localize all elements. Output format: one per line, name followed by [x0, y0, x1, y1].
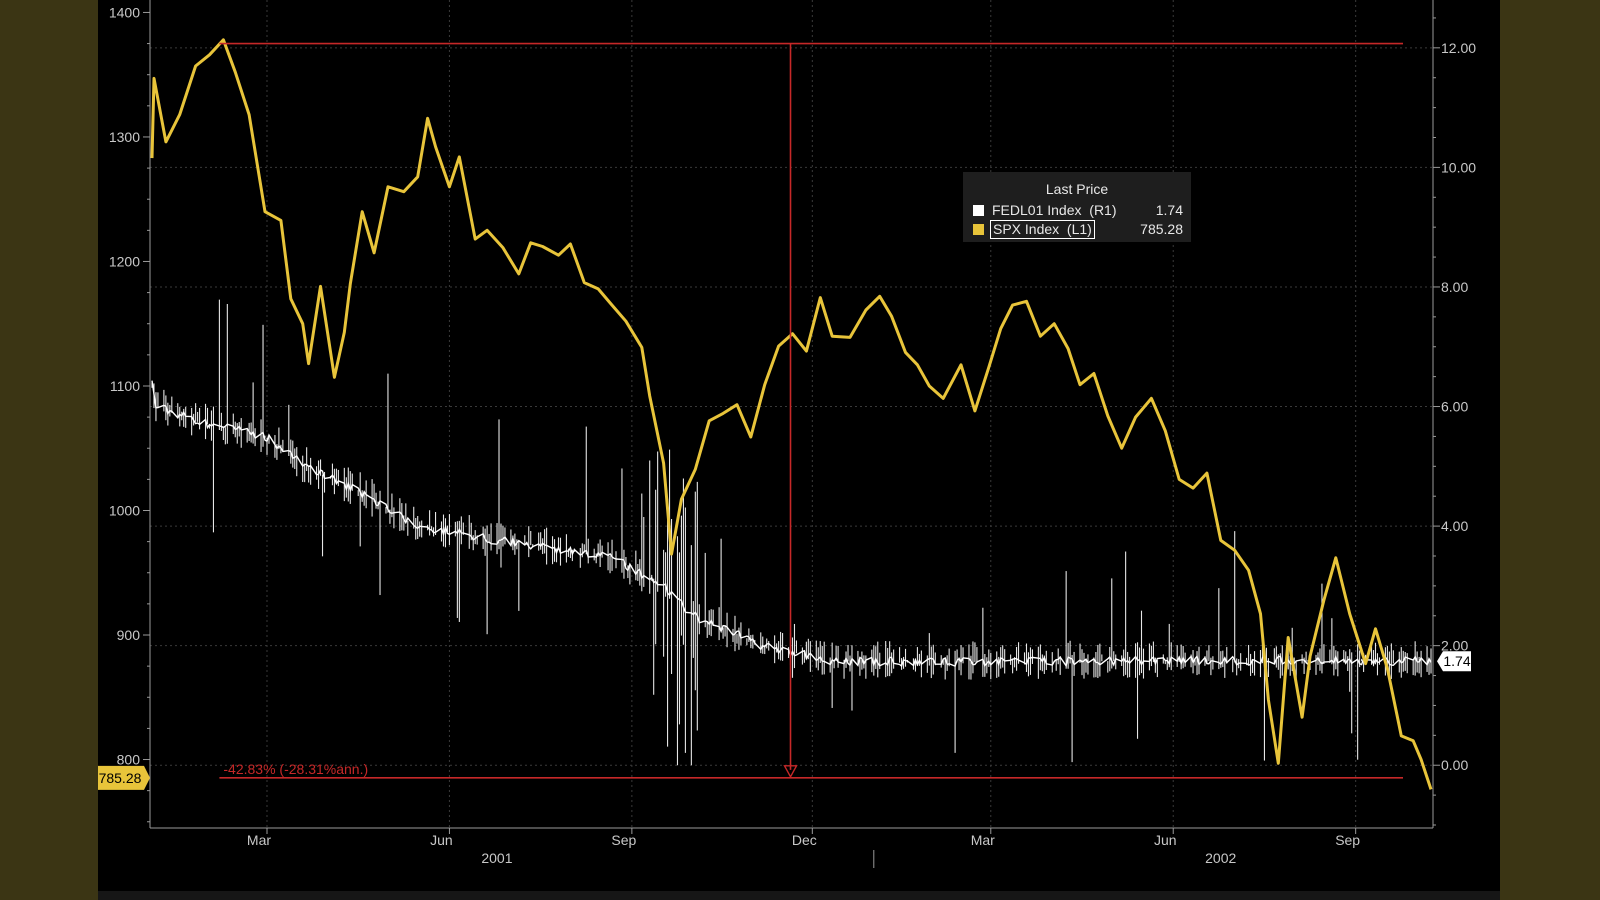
legend-entry-fedl01: FEDL01 Index (R1) 1.74	[973, 201, 1183, 220]
legend-title: Last Price	[1045, 181, 1109, 197]
right-axis-tick-label: 12.00	[1441, 40, 1476, 56]
drawdown-arrow-icon	[783, 765, 798, 779]
x-axis-month-label: Jun	[1154, 832, 1177, 848]
fedl01-last-value-tag: 1.74	[1437, 651, 1471, 672]
legend-series-name: SPX Index (L1)	[990, 220, 1095, 239]
legend-entry-spx: SPX Index (L1) 785.28	[973, 220, 1183, 239]
chart-frame: -42.83% (-28.31%ann.) 800 900 1000 1100 1200…	[98, 0, 1500, 900]
spx-last-value-tag: 785.28	[98, 765, 150, 790]
left-axis-tick-label: 1400	[109, 4, 140, 20]
legend-swatch-spx	[973, 224, 984, 235]
left-axis-tick-label: 900	[117, 627, 141, 643]
right-axis-tick-label: 2.00	[1441, 638, 1468, 654]
x-axis-year-label: 2002	[1205, 850, 1236, 866]
legend-swatch-fedl01	[973, 205, 984, 216]
x-axis-year-label: 2001	[481, 850, 512, 866]
left-axis-tick-label: 800	[117, 752, 141, 768]
fedl01-daily-spikes	[151, 299, 1432, 766]
fedl01-line	[151, 380, 1432, 668]
bottom-strip	[98, 891, 1500, 900]
legend-series-value: 785.28	[1140, 221, 1183, 237]
spx-line	[150, 38, 1433, 790]
spx-last-value-tag-text: 785.28	[99, 770, 142, 786]
drawdown-label: -42.83% (-28.31%ann.)	[223, 761, 368, 777]
x-axis-month-label: Sep	[611, 832, 636, 848]
fedl01-last-value-tag-shape	[1437, 651, 1471, 672]
right-axis-tick-label: 8.00	[1441, 279, 1468, 295]
spx-last-value-tag-shape	[98, 765, 150, 790]
legend: Last Price FEDL01 Index (R1) 1.74 SPX In…	[963, 172, 1191, 242]
x-axis-month-label: Mar	[971, 832, 995, 848]
right-axis-tick-label: 0.00	[1441, 757, 1468, 773]
left-axis-tick-label: 1200	[109, 253, 140, 269]
fedl01-last-value-tag-text: 1.74	[1443, 653, 1470, 669]
chart-canvas: -42.83% (-28.31%ann.) 800 900 1000 1100 1200…	[98, 0, 1476, 868]
x-axis-month-label: Sep	[1335, 832, 1360, 848]
right-axis-tick-label: 6.00	[1441, 399, 1468, 415]
legend-series-value: 1.74	[1155, 202, 1183, 218]
x-axis-month-label: Dec	[792, 832, 817, 848]
left-axis-tick-label: 1100	[110, 378, 140, 394]
right-axis-tick-label: 4.00	[1441, 518, 1468, 534]
right-axis-tick-label: 10.00	[1441, 159, 1476, 175]
left-axis-tick-label: 1300	[109, 129, 140, 145]
x-axis-month-label: Mar	[247, 832, 271, 848]
legend-series-name: FEDL01 Index (R1)	[992, 202, 1117, 218]
x-axis-month-label: Jun	[430, 832, 453, 848]
left-axis-tick-label: 1000	[109, 502, 140, 518]
